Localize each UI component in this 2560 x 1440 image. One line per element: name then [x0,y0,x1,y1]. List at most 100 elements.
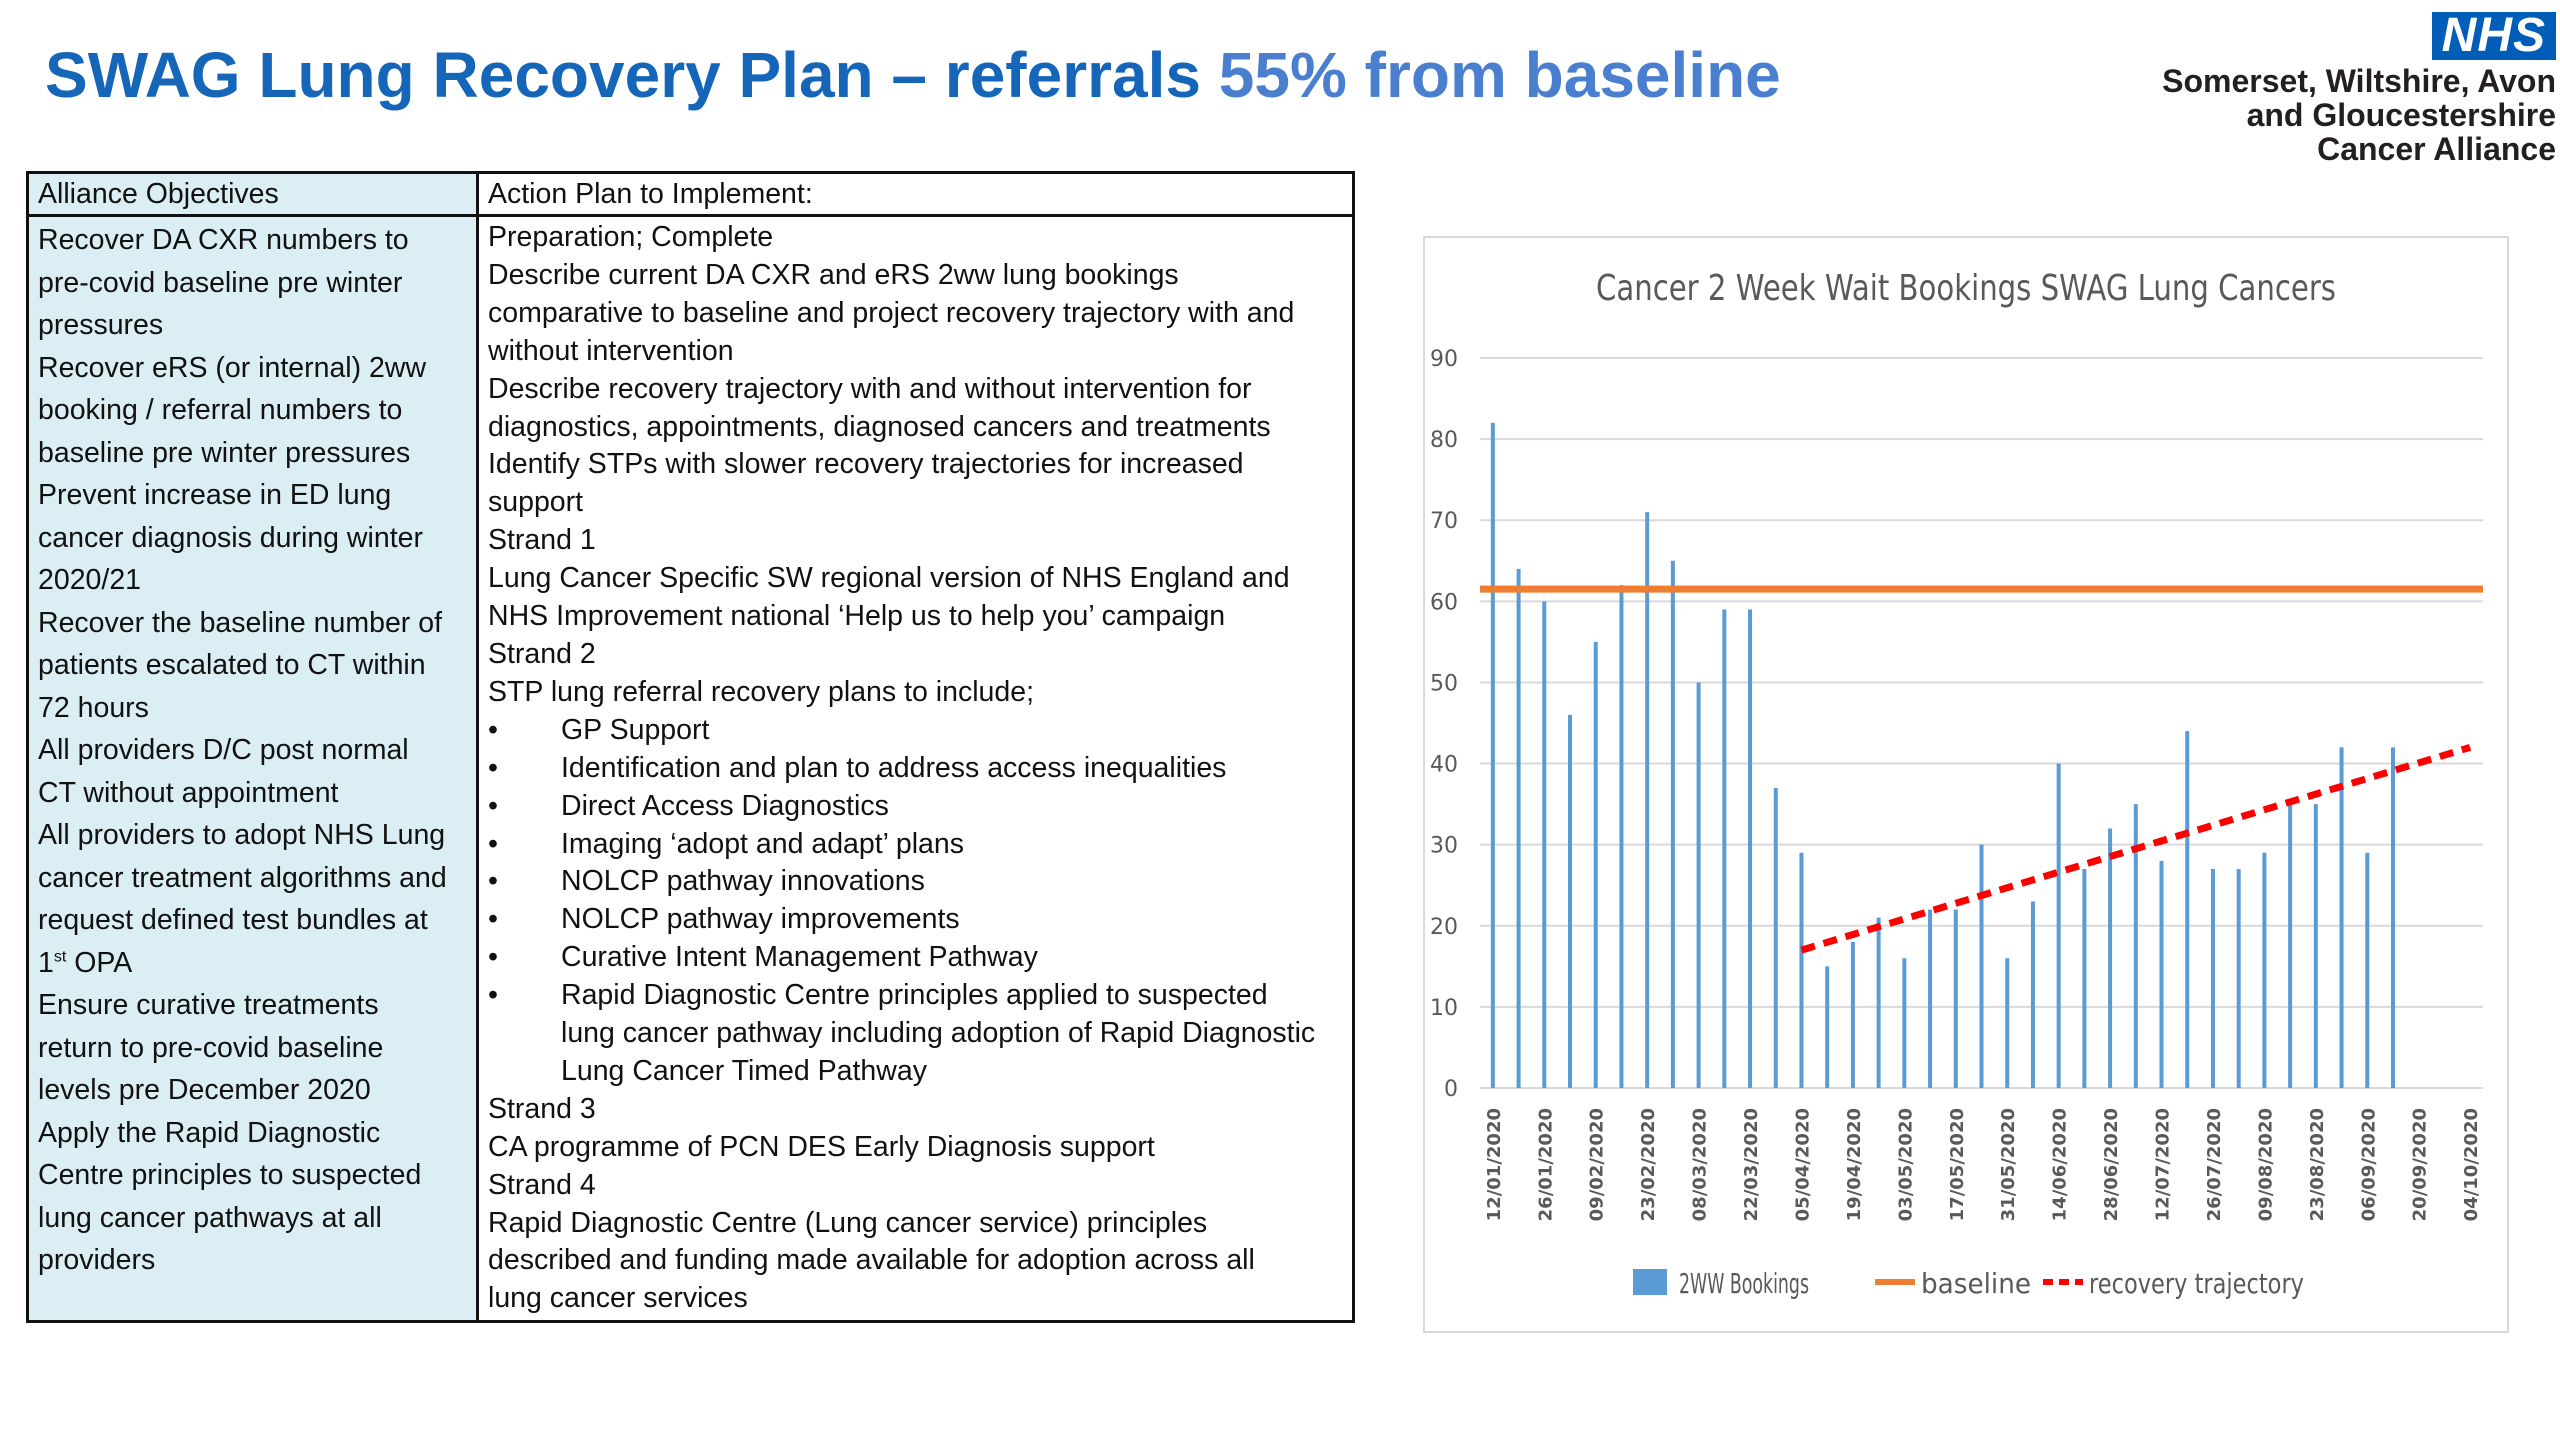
action-line: Strand 2 [488,637,596,670]
y-tick-label: 20 [1430,915,1458,940]
objective-line: 72 hours [38,691,149,724]
objective-line: Centre principles to suspected [38,1159,422,1191]
bar [1568,714,1573,1088]
action-line: NHS Improvement national ‘Help us to hel… [488,600,1226,633]
x-tick-label: 17/05/2020 [1947,1108,1968,1221]
x-tick-label: 22/03/2020 [1741,1108,1762,1221]
objectives-list: Recover DA CXR numbers to pre-covid basel… [38,219,467,1282]
bar [2262,852,2267,1088]
bar [1825,966,1830,1088]
bar [1876,917,1881,1088]
organisation-name: Somerset, Wiltshire, Avon and Gloucester… [2162,64,2556,166]
objective-line: All providers D/C post normal [38,734,409,766]
org-line: and Gloucestershire [2246,97,2556,133]
action-line: support [488,486,584,519]
table-header-row: Alliance Objectives Action Plan to Imple… [26,171,1355,217]
objective-line: Recover the baseline number of [38,606,442,639]
opa-number: 1 [38,946,54,979]
bookings-chart: Cancer 2 Week Wait Bookings SWAG Lung Ca… [1430,268,2483,1300]
objective-line: pressures [38,309,164,341]
header-actions: Action Plan to Implement: [476,171,1355,217]
x-tick-label: 20/09/2020 [2410,1108,2431,1221]
x-tick-label: 31/05/2020 [1998,1108,2019,1221]
table-body-row: Recover DA CXR numbers to pre-covid basel… [26,213,1355,1324]
y-tick-label: 30 [1430,834,1458,859]
bar [1670,560,1675,1088]
action-bullet-continuation: Lung Cancer Timed Pathway [561,1054,927,1087]
action-line: Preparation; Complete [488,221,774,253]
x-tick-label: 14/06/2020 [2050,1108,2071,1221]
action-bullet-item: NOLCP pathway innovations [488,863,1343,901]
action-bullet-item: Rapid Diagnostic Centre principles appli… [488,977,1343,1015]
x-tick-label: 23/02/2020 [1638,1108,1659,1221]
title-highlight: 55% from baseline [1218,39,1781,111]
x-tick-label: 12/07/2020 [2153,1108,2174,1221]
objective-line: return to pre-covid baseline [38,1031,384,1064]
x-tick-label: 04/10/2020 [2461,1108,2482,1221]
objective-line: levels pre December 2020 [38,1074,371,1106]
objective-line: booking / referral numbers to [38,394,403,426]
plan-table: Alliance Objectives Action Plan to Imple… [26,171,1355,1324]
bar [2313,804,2318,1088]
bar [2159,860,2164,1088]
bar [1773,787,1778,1088]
y-tick-label: 0 [1444,1077,1458,1102]
objective-line: lung cancer pathways at all [38,1201,382,1234]
bar [2390,747,2395,1088]
y-tick-label: 60 [1430,590,1458,615]
bar [1619,585,1624,1088]
objective-line: Ensure curative treatments [38,989,379,1021]
action-bullet-item: NOLCP pathway improvements [488,901,1343,939]
bar [1953,909,1958,1088]
action-line: Strand 4 [488,1168,596,1201]
objective-line: providers [38,1244,156,1276]
bar [2030,901,2035,1088]
objective-line: Recover DA CXR numbers to [38,224,409,256]
nhs-logo-block: NHS Somerset, Wiltshire, Avon and Glouce… [2161,12,2556,166]
y-tick-label: 40 [1430,753,1458,778]
action-line: Describe recovery trajectory with and wi… [488,372,1252,405]
objective-line: CT without appointment [38,776,339,809]
bar [2288,804,2293,1088]
recovery-trajectory-line [1800,743,2472,954]
bar [2005,958,2010,1088]
legend-label: baseline [1921,1267,2031,1300]
x-tick-label: 09/08/2020 [2255,1108,2276,1221]
y-tick-label: 90 [1430,347,1458,372]
bar [1542,601,1547,1088]
x-axis: 12/01/2020 26/01/2020 09/02/2020 23/02/2020… [1484,1108,2482,1221]
x-tick-label: 28/06/2020 [2101,1108,2122,1221]
x-tick-label: 03/05/2020 [1895,1108,1916,1221]
action-line: described and funding made available for… [488,1244,1255,1277]
action-line: Strand 1 [488,524,596,557]
objectives-cell: Recover DA CXR numbers to pre-covid basel… [26,213,479,1324]
nhs-logo: NHS [2431,12,2556,60]
title-main: SWAG Lung Recovery Plan – referrals [45,39,1219,111]
legend-label: recovery trajectory [2089,1267,2304,1300]
x-tick-label: 19/04/2020 [1844,1108,1865,1221]
objective-line: baseline pre winter pressures [38,436,411,469]
objective-line: cancer treatment algorithms and [38,861,447,894]
bar [2210,869,2215,1088]
org-line: Cancer Alliance [2317,131,2556,167]
objective-line: pre-covid baseline pre winter [38,266,403,299]
action-line: CA programme of PCN DES Early Diagnosis … [488,1130,1155,1163]
opa-suffix-ordinal: st [53,948,67,965]
objective-line: Prevent increase in ED lung [38,479,392,511]
action-bullet-item: Curative Intent Management Pathway [488,939,1343,977]
action-line: comparative to baseline and project reco… [488,296,1295,329]
action-line: Lung Cancer Specific SW regional version… [488,562,1290,595]
objective-line: Apply the Rapid Diagnostic [38,1116,381,1149]
action-bullet-item: Direct Access Diagnostics [488,788,1343,826]
org-line: Somerset, Wiltshire, Avon [2162,63,2556,99]
reference-lines [1480,585,2483,954]
bar [1490,422,1495,1088]
x-tick-label: 26/07/2020 [2204,1108,2225,1221]
x-tick-label: 26/01/2020 [1535,1108,1556,1221]
bar [2365,852,2370,1088]
bar [1593,641,1598,1088]
x-tick-label: 06/09/2020 [2358,1108,2379,1221]
y-tick-label: 80 [1430,428,1458,453]
action-line: diagnostics, appointments, diagnosed can… [488,410,1271,443]
objective-line-opa: 1st OPA [38,942,467,985]
